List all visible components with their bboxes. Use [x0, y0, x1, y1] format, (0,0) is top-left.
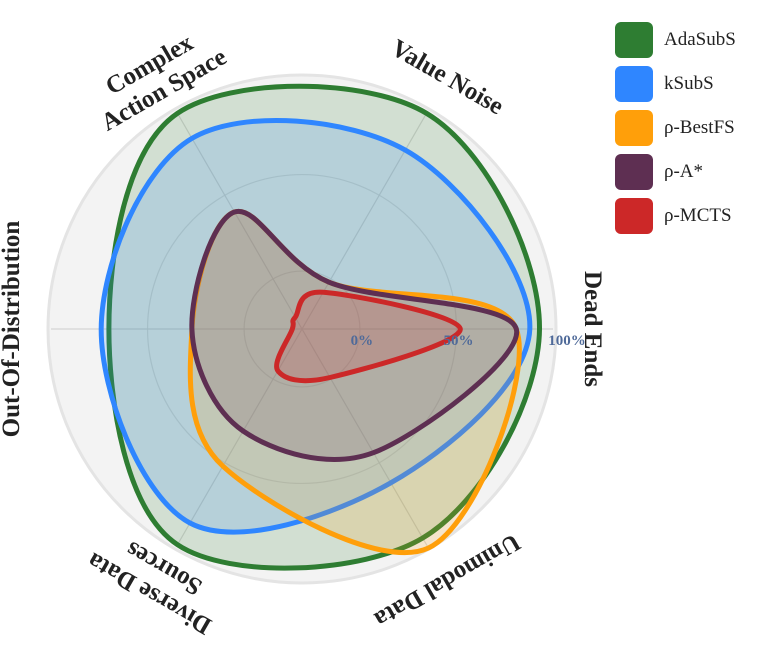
legend-swatch	[615, 110, 653, 146]
legend-label: ρ-BestFS	[664, 117, 735, 138]
legend-label: kSubS	[664, 73, 714, 94]
tick-label-50: 50%	[443, 333, 473, 349]
radial-tick-labels: 0% 50% 100%	[351, 333, 586, 349]
tick-label-100: 100%	[548, 333, 586, 349]
series-adasubs-area	[106, 83, 543, 571]
series-mcts-area	[274, 289, 463, 384]
legend-item-mcts: ρ-MCTS	[615, 194, 736, 238]
legend-item-adasubs: AdaSubS	[615, 18, 736, 62]
legend-label: ρ-A*	[664, 161, 704, 182]
legend-swatch	[615, 154, 653, 190]
radar-series-layer	[98, 83, 543, 571]
axis-spoke	[175, 111, 303, 330]
chart-legend: AdaSubS kSubS ρ-BestFS ρ-A* ρ-MCTS	[615, 18, 736, 238]
legend-item-ksubs: kSubS	[615, 62, 736, 106]
series-ksubs-area	[98, 118, 533, 535]
legend-label: AdaSubS	[664, 29, 736, 50]
legend-swatch	[615, 66, 653, 102]
series-a-area	[189, 208, 519, 462]
axis-label-dead-ends: Dead Ends	[579, 271, 606, 387]
legend-item-bestfs: ρ-BestFS	[615, 106, 736, 150]
legend-item-a: ρ-A*	[615, 150, 736, 194]
axis-spoke	[175, 328, 303, 547]
tick-label-0: 0%	[351, 333, 374, 349]
axis-spoke	[301, 328, 429, 547]
legend-swatch	[615, 198, 653, 234]
axis-label-out-of-distribution: Out-Of-Distribution	[0, 221, 25, 438]
legend-swatch	[615, 22, 653, 58]
legend-label: ρ-MCTS	[664, 205, 732, 226]
